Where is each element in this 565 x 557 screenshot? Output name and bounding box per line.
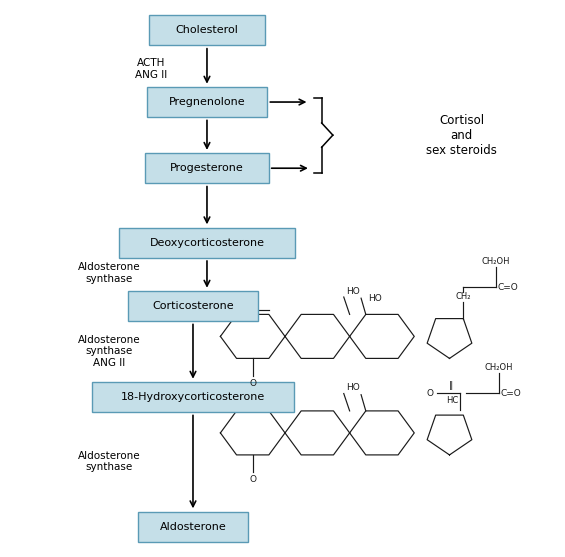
FancyBboxPatch shape bbox=[149, 16, 264, 45]
Text: CH₂OH: CH₂OH bbox=[481, 257, 510, 266]
Text: C=O: C=O bbox=[498, 283, 519, 292]
Text: 18-Hydroxycorticosterone: 18-Hydroxycorticosterone bbox=[121, 392, 265, 402]
Text: Aldosterone
synthase
ANG II: Aldosterone synthase ANG II bbox=[78, 335, 140, 368]
Text: CH₂: CH₂ bbox=[455, 292, 471, 301]
Text: Pregnenolone: Pregnenolone bbox=[169, 97, 245, 107]
FancyBboxPatch shape bbox=[138, 512, 248, 541]
Text: O: O bbox=[249, 475, 256, 484]
Text: HO: HO bbox=[346, 287, 360, 296]
Text: O: O bbox=[427, 389, 434, 398]
Text: Corticosterone: Corticosterone bbox=[152, 301, 234, 311]
Text: Deoxycorticosterone: Deoxycorticosterone bbox=[150, 238, 264, 248]
Text: Cortisol
and
sex steroids: Cortisol and sex steroids bbox=[426, 114, 497, 157]
Text: Aldosterone
synthase: Aldosterone synthase bbox=[78, 262, 140, 284]
Text: Aldosterone: Aldosterone bbox=[160, 522, 227, 531]
Text: O: O bbox=[249, 379, 256, 388]
FancyBboxPatch shape bbox=[146, 87, 267, 117]
Text: ‖: ‖ bbox=[449, 381, 454, 390]
Text: Aldosterone
synthase: Aldosterone synthase bbox=[78, 451, 140, 472]
Text: HC: HC bbox=[446, 395, 459, 405]
Text: CH₂OH: CH₂OH bbox=[484, 363, 513, 372]
FancyBboxPatch shape bbox=[128, 291, 258, 321]
Text: C=O: C=O bbox=[501, 389, 521, 398]
Text: Cholesterol: Cholesterol bbox=[176, 26, 238, 35]
Text: ACTH
ANG II: ACTH ANG II bbox=[135, 58, 167, 80]
Text: Progesterone: Progesterone bbox=[170, 163, 244, 173]
Text: HO: HO bbox=[346, 383, 360, 392]
FancyBboxPatch shape bbox=[145, 153, 269, 183]
FancyBboxPatch shape bbox=[92, 382, 294, 412]
Text: HO: HO bbox=[368, 294, 381, 303]
FancyBboxPatch shape bbox=[119, 228, 295, 257]
